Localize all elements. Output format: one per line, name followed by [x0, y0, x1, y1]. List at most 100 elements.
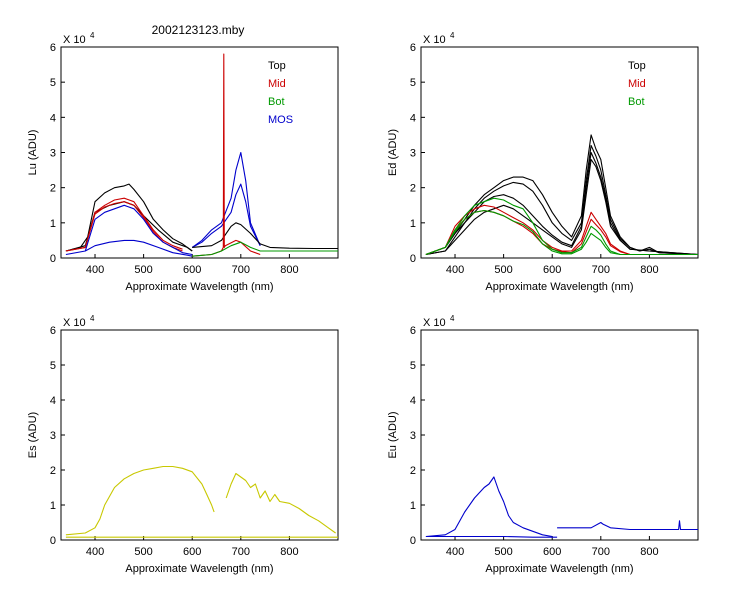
x-tick-label: 600 — [183, 546, 201, 558]
series-group — [65, 465, 338, 538]
x-axis-label: Approximate Wavelength (nm) — [125, 281, 273, 293]
series-line-7 — [425, 197, 698, 256]
axis-multiplier-exponent: 4 — [90, 314, 95, 323]
x-tick-label: 800 — [640, 546, 658, 558]
y-tick-label: 5 — [50, 77, 56, 89]
chart-panel-eu: 400 500 600 700 800 0 1 2 3 4 5 6 X 10 4 Approximate W… — [387, 314, 699, 575]
y-tick-label: 3 — [50, 148, 56, 160]
axis-multiplier: X 10 — [63, 317, 86, 329]
axis-multiplier: X 10 — [423, 317, 446, 329]
y-tick-label: 4 — [410, 112, 416, 124]
y-tick-label: 6 — [410, 325, 416, 337]
x-tick-label: 500 — [494, 546, 512, 558]
series-line-1 — [425, 134, 698, 256]
x-tick-label: 400 — [446, 264, 464, 276]
series-group — [425, 134, 698, 256]
series-group — [65, 53, 338, 257]
legend-entry-top: Top — [628, 60, 646, 72]
y-axis-label: Lu (ADU) — [27, 130, 39, 176]
y-tick-label: 2 — [410, 183, 416, 195]
y-tick-label: 4 — [410, 395, 416, 407]
series-line-5 — [84, 204, 193, 256]
series-line-8 — [191, 183, 261, 248]
chart-panel-ed: 400 500 600 700 800 0 1 2 3 4 5 6 X 10 4 Approximate W… — [387, 31, 699, 293]
x-tick-label: 500 — [134, 264, 152, 276]
y-tick-label: 5 — [410, 77, 416, 89]
y-axis-label: Ed (ADU) — [387, 129, 399, 176]
x-tick-label: 400 — [446, 546, 464, 558]
axis-multiplier-exponent: 4 — [90, 31, 95, 40]
x-tick-label: 700 — [592, 546, 610, 558]
y-tick-label: 1 — [50, 500, 56, 512]
y-tick-label: 1 — [410, 218, 416, 230]
y-tick-label: 5 — [50, 360, 56, 372]
y-tick-label: 4 — [50, 112, 56, 124]
y-tick-label: 1 — [50, 218, 56, 230]
x-tick-label: 600 — [543, 264, 561, 276]
x-tick-label: 700 — [232, 264, 250, 276]
plot-frame — [60, 329, 339, 541]
series-line-1 — [65, 465, 215, 536]
series-line-5 — [425, 204, 698, 256]
y-tick-label: 6 — [50, 42, 56, 54]
series-line-3 — [425, 158, 698, 256]
x-tick-label: 800 — [280, 546, 298, 558]
series-line-9 — [192, 222, 338, 250]
y-tick-label: 3 — [410, 430, 416, 442]
legend-entry-mid: Mid — [268, 78, 286, 90]
y-tick-label: 4 — [50, 395, 56, 407]
y-tick-label: 3 — [410, 148, 416, 160]
x-tick-label: 800 — [280, 264, 298, 276]
y-tick-label: 0 — [410, 535, 416, 547]
x-tick-label: 400 — [86, 264, 104, 276]
y-tick-label: 1 — [410, 500, 416, 512]
series-line-8 — [425, 209, 698, 256]
y-tick-label: 5 — [410, 360, 416, 372]
series-line-11 — [192, 241, 338, 257]
plot-frame — [420, 329, 699, 541]
series-line-4 — [425, 151, 698, 256]
y-tick-label: 2 — [50, 183, 56, 195]
legend-entry-mid: Mid — [628, 78, 646, 90]
plot-frame — [60, 46, 339, 259]
x-tick-label: 600 — [543, 546, 561, 558]
legend-entry-bot: Bot — [628, 96, 645, 108]
legend-entry-mos: MOS — [268, 114, 293, 126]
axis-multiplier-exponent: 4 — [450, 31, 455, 40]
y-tick-label: 6 — [410, 42, 416, 54]
legend-entry-top: Top — [268, 60, 286, 72]
window-title: 2002123123.mby — [152, 23, 245, 37]
x-axis-label: Approximate Wavelength (nm) — [485, 563, 633, 575]
series-line-1 — [425, 476, 553, 538]
axis-multiplier: X 10 — [63, 34, 86, 46]
series-line-6 — [65, 239, 193, 257]
series-group — [425, 476, 698, 538]
y-tick-label: 2 — [50, 465, 56, 477]
y-tick-label: 0 — [50, 535, 56, 547]
y-tick-label: 0 — [50, 253, 56, 265]
x-axis-label: Approximate Wavelength (nm) — [485, 281, 633, 293]
x-tick-label: 600 — [183, 264, 201, 276]
y-tick-label: 0 — [410, 253, 416, 265]
axis-multiplier-exponent: 4 — [450, 314, 455, 323]
x-tick-label: 700 — [592, 264, 610, 276]
chart-panel-lu: 400 500 600 700 800 0 1 2 3 4 5 6 X 10 4 Approximate W… — [27, 31, 339, 293]
chart-panel-es: 400 500 600 700 800 0 1 2 3 4 5 6 X 10 4 Approximate W… — [27, 314, 339, 575]
y-axis-label: Eu (ADU) — [387, 411, 399, 458]
series-line-2 — [225, 472, 336, 534]
x-tick-label: 700 — [232, 546, 250, 558]
x-tick-label: 800 — [640, 264, 658, 276]
axis-multiplier: X 10 — [423, 34, 446, 46]
y-tick-label: 2 — [410, 465, 416, 477]
series-line-1 — [65, 183, 193, 252]
y-axis-label: Es (ADU) — [27, 412, 39, 458]
series-line-2 — [425, 144, 698, 256]
series-line-2 — [65, 201, 193, 252]
x-tick-label: 500 — [134, 546, 152, 558]
x-tick-label: 500 — [494, 264, 512, 276]
series-line-7 — [191, 151, 261, 248]
y-tick-label: 6 — [50, 325, 56, 337]
series-line-2 — [425, 535, 558, 538]
x-tick-label: 400 — [86, 546, 104, 558]
